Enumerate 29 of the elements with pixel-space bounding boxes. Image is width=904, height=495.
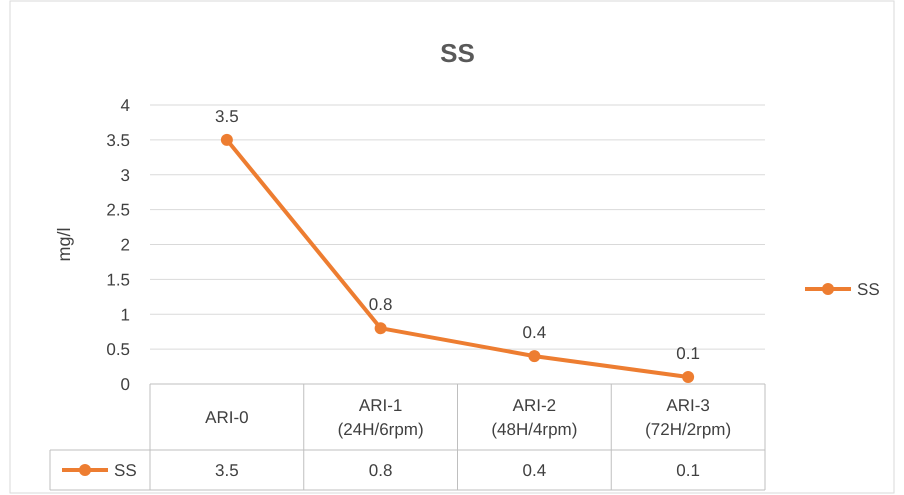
point: [682, 371, 694, 384]
data-label: 0.4: [522, 461, 546, 480]
data-label: 0.1: [676, 461, 700, 480]
annotation: 0.4: [522, 323, 546, 342]
y-tick-label: 3: [120, 166, 130, 185]
x-tick-label: ARI-0: [205, 408, 249, 427]
y-tick-label: 3.5: [106, 130, 130, 150]
text: SS: [857, 280, 880, 299]
annotation: 0.1: [676, 344, 700, 364]
point: [220, 134, 233, 146]
y-tick-label: 2.5: [106, 200, 130, 220]
x-tick-label: ARI-2 (48H/4rpm): [491, 396, 578, 439]
chart-title: SS: [440, 38, 475, 68]
y-tick-label: 2: [120, 236, 130, 254]
annotation: 3.5: [215, 106, 239, 126]
annotation: 0.8: [368, 295, 392, 314]
y-tick-label: 1.5: [106, 270, 130, 290]
data-label: 0.8: [368, 461, 392, 480]
legend-label: SS: [114, 461, 137, 480]
y-tick-label: 1: [120, 305, 130, 324]
x-tick-label: ARI-1 (24H/6rpm): [338, 396, 424, 439]
y-tick-label: 4: [120, 96, 130, 115]
y-tick-label: 0.5: [106, 340, 130, 360]
x-tick-label: ARI-3 (72H/2rpm): [645, 396, 732, 439]
y-tick-label: 0: [120, 375, 130, 394]
data-label: 3.5: [215, 461, 239, 480]
y-axis-title: mg/l: [54, 227, 74, 262]
point: [528, 350, 540, 362]
point: [374, 322, 387, 334]
